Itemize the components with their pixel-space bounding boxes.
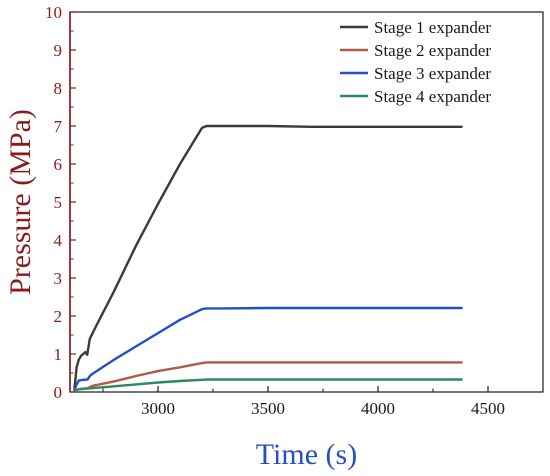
- x-axis: 3000 3500 4000 4500: [102, 386, 544, 418]
- y-tick-label: 6: [54, 155, 63, 174]
- x-tick-label: 4500: [471, 399, 505, 418]
- y-tick-label: 9: [54, 41, 63, 60]
- plot-area: 3000 3500 4000 4500 0 1 2 3 4 5 6 7 8 9 10: [45, 3, 544, 418]
- legend-label: Stage 2 expander: [374, 41, 491, 60]
- series-line-stage-3: [73, 306, 463, 392]
- legend-label: Stage 4 expander: [374, 87, 491, 106]
- y-tick-label: 10: [45, 3, 62, 22]
- x-tick-label: 3500: [251, 399, 285, 418]
- y-axis: 0 1 2 3 4 5 6 7 8 9 10: [45, 3, 76, 402]
- y-tick-label: 2: [54, 307, 63, 326]
- series-line-stage-2: [73, 361, 463, 392]
- x-axis-label: Time (s): [256, 438, 357, 471]
- y-tick-label: 3: [54, 269, 63, 288]
- series-line-stage-4: [73, 378, 463, 392]
- x-tick-label: 4000: [361, 399, 395, 418]
- y-tick-label: 1: [54, 345, 63, 364]
- series-line-stage-1: [73, 124, 463, 390]
- y-tick-label: 7: [54, 117, 63, 136]
- legend-label: Stage 3 expander: [374, 64, 491, 83]
- series-layer: [73, 124, 463, 392]
- x-tick-label: 3000: [141, 399, 175, 418]
- y-tick-label: 4: [54, 231, 63, 250]
- y-tick-label: 0: [54, 383, 63, 402]
- legend: Stage 1 expander Stage 2 expander Stage 3 …: [340, 18, 491, 106]
- y-tick-label: 8: [54, 79, 63, 98]
- legend-label: Stage 1 expander: [374, 18, 491, 37]
- y-tick-label: 5: [54, 193, 63, 212]
- y-axis-label: Pressure (MPa): [4, 109, 37, 295]
